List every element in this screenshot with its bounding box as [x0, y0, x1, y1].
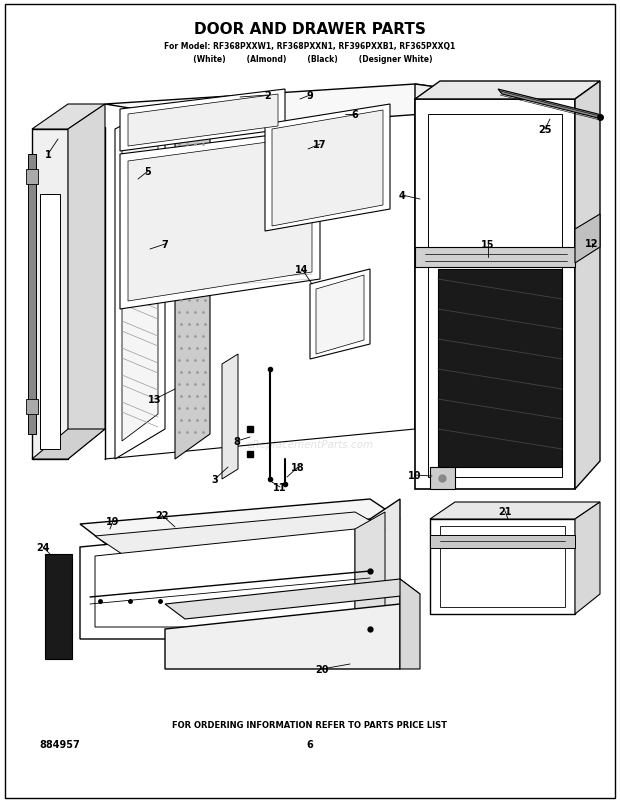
- Polygon shape: [415, 82, 600, 100]
- Polygon shape: [32, 130, 68, 459]
- Polygon shape: [430, 467, 455, 489]
- Text: 884957: 884957: [40, 739, 81, 749]
- Text: 25: 25: [538, 124, 552, 135]
- Text: 20: 20: [315, 664, 329, 675]
- Polygon shape: [498, 90, 602, 120]
- Text: 6: 6: [352, 110, 358, 120]
- Text: FOR ORDERING INFORMATION REFER TO PARTS PRICE LIST: FOR ORDERING INFORMATION REFER TO PARTS …: [172, 720, 448, 730]
- Text: 11: 11: [273, 483, 286, 492]
- Polygon shape: [165, 579, 420, 619]
- Polygon shape: [32, 430, 105, 459]
- Text: (White)        (Almond)        (Black)        (Designer White): (White) (Almond) (Black) (Designer White…: [188, 55, 432, 63]
- Polygon shape: [40, 195, 60, 450]
- Polygon shape: [310, 270, 370, 360]
- Polygon shape: [415, 85, 560, 450]
- Polygon shape: [316, 275, 364, 355]
- Polygon shape: [428, 115, 562, 478]
- Polygon shape: [440, 526, 565, 607]
- Text: eReplacementParts.com: eReplacementParts.com: [246, 439, 374, 450]
- Polygon shape: [128, 137, 312, 302]
- Polygon shape: [122, 128, 158, 442]
- Text: 21: 21: [498, 507, 511, 516]
- Polygon shape: [430, 503, 600, 520]
- Text: DOOR AND DRAWER PARTS: DOOR AND DRAWER PARTS: [194, 22, 426, 38]
- Polygon shape: [26, 400, 38, 414]
- Text: 22: 22: [155, 511, 169, 520]
- Polygon shape: [265, 105, 390, 232]
- Polygon shape: [430, 520, 575, 614]
- Polygon shape: [32, 105, 105, 130]
- Polygon shape: [415, 100, 575, 489]
- Text: 17: 17: [313, 140, 327, 150]
- Polygon shape: [120, 130, 320, 310]
- Text: 18: 18: [291, 463, 305, 472]
- Polygon shape: [355, 512, 385, 627]
- Polygon shape: [80, 499, 400, 548]
- Polygon shape: [430, 536, 575, 548]
- Text: For Model: RF368PXXW1, RF368PXXN1, RF396PXXB1, RF365PXXQ1: For Model: RF368PXXW1, RF368PXXN1, RF396…: [164, 43, 456, 51]
- Polygon shape: [575, 214, 600, 263]
- Polygon shape: [438, 270, 562, 467]
- Text: 6: 6: [307, 739, 313, 749]
- Polygon shape: [575, 82, 600, 489]
- Polygon shape: [68, 105, 105, 459]
- Text: 19: 19: [106, 516, 120, 526]
- Text: 13: 13: [148, 394, 162, 405]
- Text: 15: 15: [481, 240, 495, 250]
- Text: 10: 10: [408, 471, 422, 480]
- Polygon shape: [120, 90, 285, 152]
- Polygon shape: [95, 512, 385, 556]
- Text: 12: 12: [585, 238, 599, 249]
- Polygon shape: [370, 499, 400, 639]
- Polygon shape: [26, 169, 38, 185]
- Polygon shape: [272, 111, 383, 226]
- Polygon shape: [222, 355, 238, 479]
- Text: 24: 24: [36, 542, 50, 552]
- Text: 14: 14: [295, 265, 309, 275]
- Polygon shape: [28, 155, 36, 434]
- Polygon shape: [115, 105, 165, 459]
- Polygon shape: [575, 503, 600, 614]
- Text: 1: 1: [45, 150, 51, 160]
- Polygon shape: [80, 520, 370, 639]
- Text: 8: 8: [234, 437, 241, 446]
- Text: 7: 7: [162, 240, 169, 250]
- Polygon shape: [175, 115, 210, 459]
- Polygon shape: [105, 85, 560, 128]
- Polygon shape: [95, 529, 355, 627]
- Polygon shape: [165, 604, 400, 669]
- Polygon shape: [400, 579, 420, 669]
- Polygon shape: [128, 95, 278, 147]
- Polygon shape: [415, 247, 575, 267]
- Text: 4: 4: [399, 191, 405, 201]
- Text: 2: 2: [265, 91, 272, 101]
- Text: 5: 5: [144, 167, 151, 177]
- Text: 9: 9: [307, 91, 313, 101]
- Text: 3: 3: [211, 475, 218, 484]
- Polygon shape: [45, 554, 72, 659]
